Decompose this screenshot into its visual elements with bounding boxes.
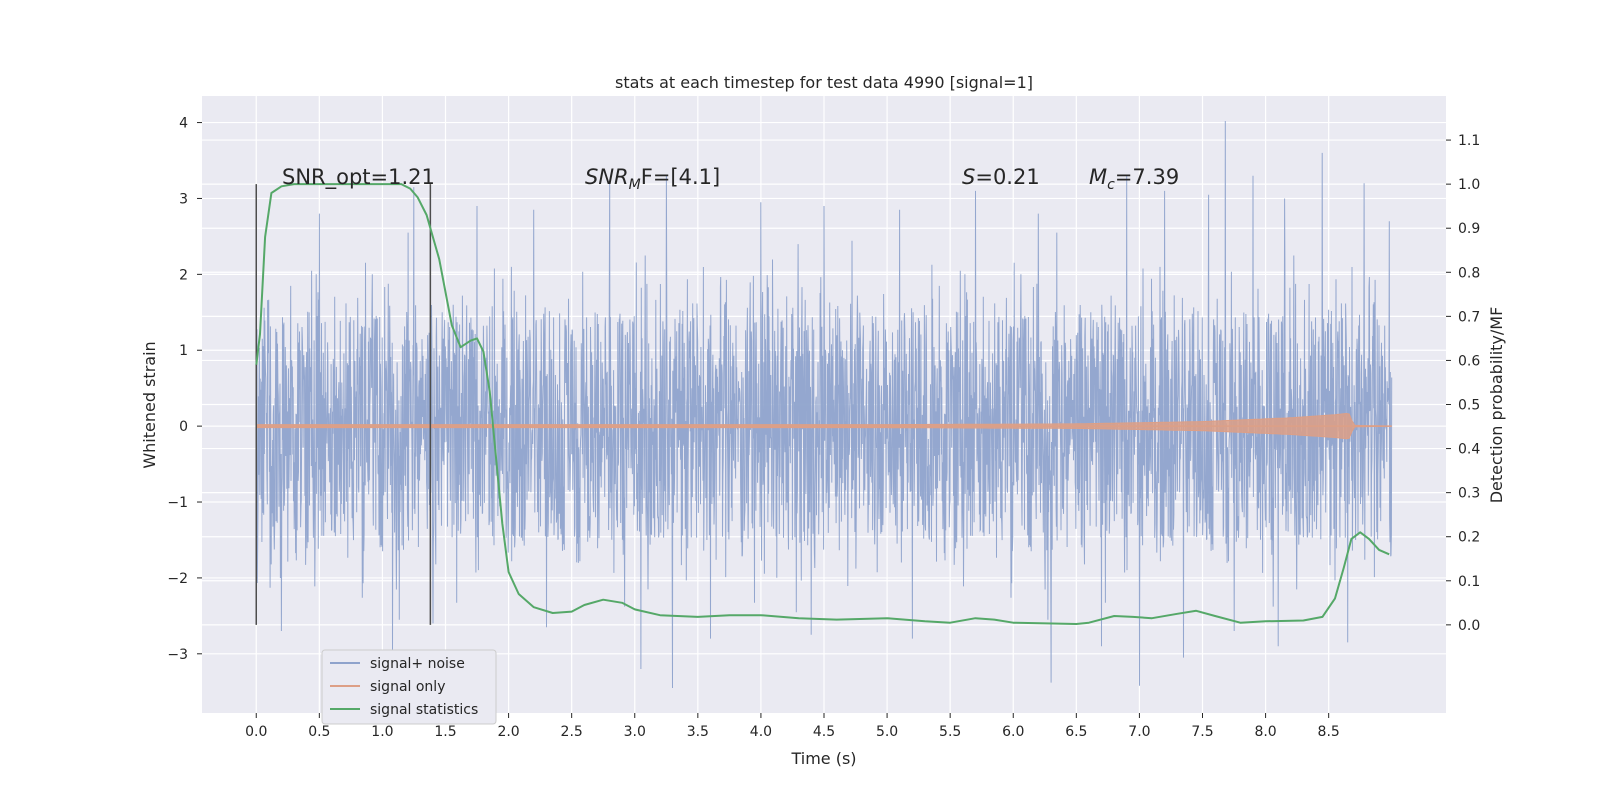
chart-title: stats at each timestep for test data 499… bbox=[615, 73, 1033, 92]
mc-var: M bbox=[1089, 165, 1107, 189]
legend-label-signal-noise: signal+ noise bbox=[370, 656, 465, 672]
annotation-snr-opt: SNR_opt=1.21 bbox=[282, 165, 435, 190]
x-tick-label: 6.5 bbox=[1065, 724, 1087, 740]
legend-box bbox=[321, 649, 497, 725]
mc-val: =7.39 bbox=[1115, 165, 1179, 189]
y-right-tick-label: 0.7 bbox=[1458, 309, 1480, 325]
x-tick-label: 1.5 bbox=[434, 724, 456, 740]
x-tick-label: 2.0 bbox=[497, 724, 519, 740]
annotation-mc: Mc=7.39 bbox=[1089, 165, 1179, 193]
signal-noise-series bbox=[255, 120, 1393, 689]
x-tick-label: 3.0 bbox=[624, 724, 646, 740]
x-tick-label: 1.0 bbox=[371, 724, 393, 740]
snr-mf-rest: F=[4.1] bbox=[641, 165, 720, 189]
y-right-tick-label: 0.3 bbox=[1458, 486, 1480, 502]
marker-lines bbox=[255, 184, 432, 625]
y-right-tick-label: 0.5 bbox=[1458, 398, 1480, 414]
x-tick-label: 0.5 bbox=[308, 724, 330, 740]
y-left-tick-label: 4 bbox=[179, 116, 188, 132]
x-axis-ticks: 0.0 0.5 1.0 1.5 2.0 2.5 3.0 3.5 4.0 4.5 5.0 5.5 6.0 6… bbox=[245, 713, 1340, 740]
mc-sub: c bbox=[1107, 177, 1115, 193]
snr-mf-var: SNR bbox=[585, 165, 629, 189]
legend-label-signal-only: signal only bbox=[370, 679, 445, 695]
y-right-tick-label: 0.6 bbox=[1458, 353, 1480, 369]
x-axis-label: Time (s) bbox=[790, 749, 856, 768]
y-left-tick-label: −3 bbox=[167, 647, 188, 663]
x-tick-label: 5.5 bbox=[939, 724, 961, 740]
x-tick-label: 2.5 bbox=[561, 724, 583, 740]
y-right-tick-label: 0.1 bbox=[1458, 574, 1480, 590]
y-left-tick-label: −1 bbox=[167, 495, 188, 511]
x-tick-label: 3.5 bbox=[687, 724, 709, 740]
signal-only-series bbox=[255, 412, 1392, 440]
x-tick-label: 8.0 bbox=[1254, 724, 1276, 740]
y-left-tick-label: −2 bbox=[167, 571, 188, 587]
y-right-tick-label: 1.0 bbox=[1458, 177, 1480, 193]
annotation-snr-mf: SNRMF=[4.1] bbox=[585, 165, 720, 193]
legend: signal+ noise signal only signal statist… bbox=[321, 649, 497, 725]
x-tick-label: 7.0 bbox=[1128, 724, 1150, 740]
x-tick-label: 4.5 bbox=[813, 724, 835, 740]
snr-mf-sub: M bbox=[629, 177, 641, 193]
y-left-tick-label: 2 bbox=[179, 267, 188, 283]
x-tick-label: 4.0 bbox=[750, 724, 772, 740]
y-right-tick-label: 0.9 bbox=[1458, 221, 1480, 237]
s-val: =0.21 bbox=[975, 165, 1039, 189]
x-tick-label: 6.0 bbox=[1002, 724, 1024, 740]
y-left-axis-label: Whitened strain bbox=[140, 341, 159, 468]
y-right-tick-label: 0.8 bbox=[1458, 265, 1480, 281]
annotation-s: S=0.21 bbox=[962, 165, 1040, 189]
y-right-tick-label: 1.1 bbox=[1458, 133, 1480, 149]
y-right-tick-label: 0.4 bbox=[1458, 442, 1480, 458]
s-var: S bbox=[962, 165, 975, 189]
x-tick-label: 5.0 bbox=[876, 724, 898, 740]
signal-noise-line bbox=[255, 120, 1393, 689]
y-right-axis-ticks: 1.1 1.0 0.9 0.8 0.7 0.6 0.5 0.4 0.3 0.2 0.1 0.0 bbox=[1446, 133, 1480, 634]
x-tick-label: 0.0 bbox=[245, 724, 267, 740]
y-right-axis-label: Detection probability/MF bbox=[1487, 307, 1506, 504]
y-right-tick-label: 0.0 bbox=[1458, 618, 1480, 634]
y-left-axis-ticks: 4 3 2 1 0 −1 −2 −3 bbox=[167, 116, 202, 663]
x-tick-label: 7.5 bbox=[1191, 724, 1213, 740]
signal-statistics-series bbox=[255, 183, 1390, 625]
signal-statistics-line bbox=[255, 183, 1390, 625]
y-left-tick-label: 0 bbox=[179, 419, 188, 435]
legend-label-signal-statistics: signal statistics bbox=[370, 702, 478, 718]
y-left-tick-label: 1 bbox=[179, 343, 188, 359]
y-left-tick-label: 3 bbox=[179, 191, 188, 207]
x-tick-label: 8.5 bbox=[1318, 724, 1340, 740]
y-right-tick-label: 0.2 bbox=[1458, 530, 1480, 546]
